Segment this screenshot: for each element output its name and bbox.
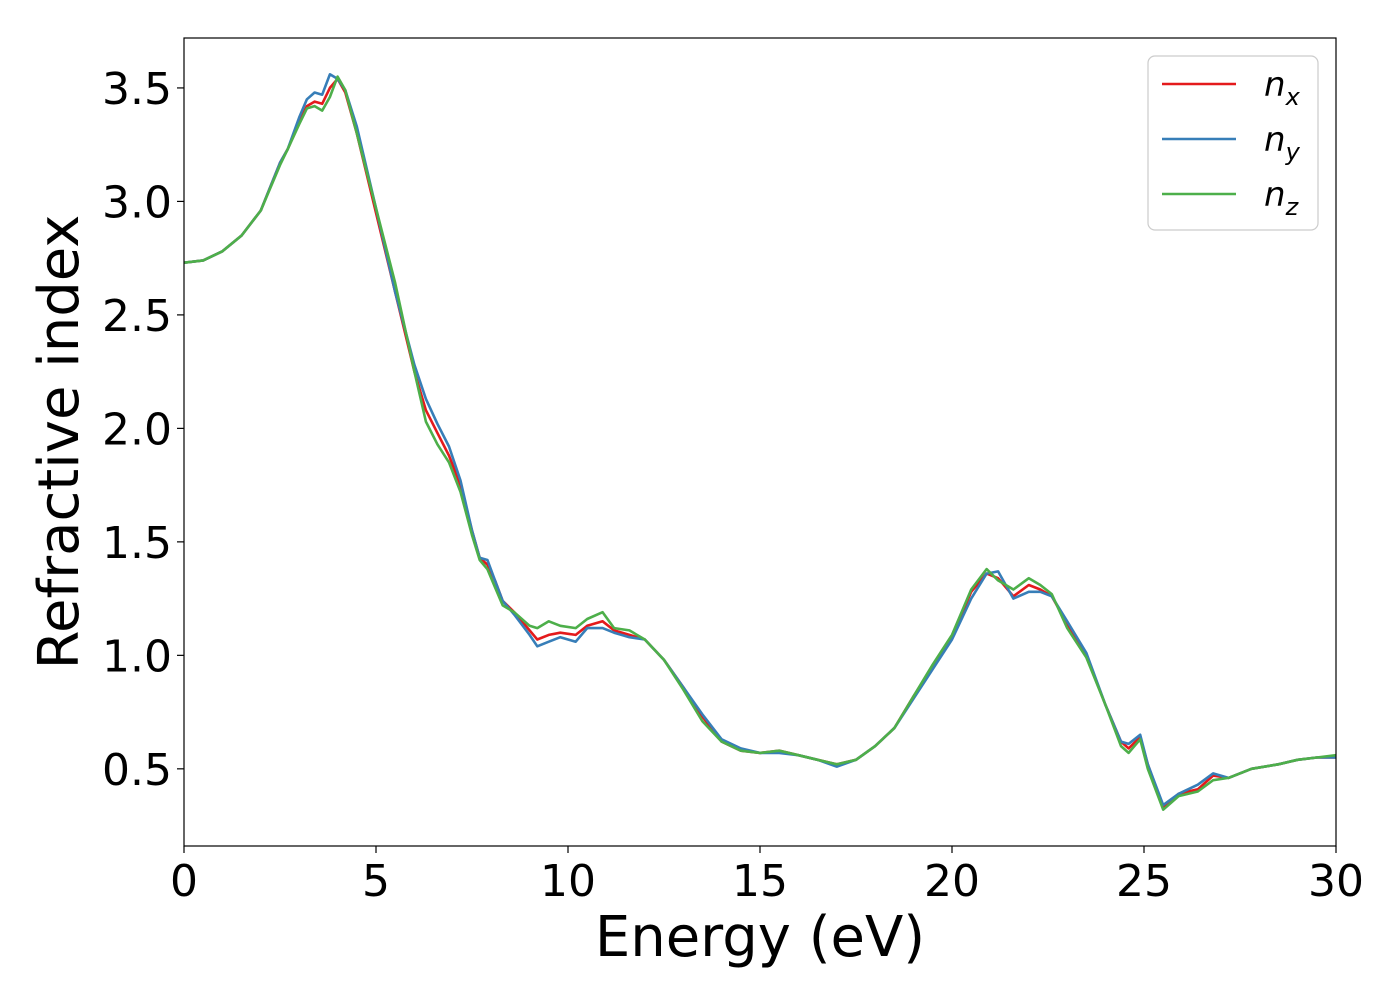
x-tick-label: 0 <box>170 856 198 907</box>
y-axis-ticks: 0.5 1.0 1.5 2.0 2.5 3.0 3.5 <box>102 64 184 796</box>
y-tick-label: 3.5 <box>102 64 172 115</box>
x-tick-label: 15 <box>732 856 788 907</box>
x-tick-label: 5 <box>362 856 390 907</box>
y-tick-label: 2.5 <box>102 291 172 342</box>
series-layer <box>184 73 1336 811</box>
legend-box <box>1147 55 1319 231</box>
y-tick-label: 0.5 <box>102 745 172 796</box>
x-tick-label: 20 <box>924 856 980 907</box>
x-axis-label: Energy (eV) <box>595 905 925 970</box>
x-axis-ticks: 0 5 10 15 20 25 30 <box>170 846 1364 907</box>
series-line-z <box>184 75 1336 811</box>
y-tick-label: 2.0 <box>102 404 172 455</box>
y-tick-label: 1.0 <box>102 631 172 682</box>
x-tick-label: 25 <box>1116 856 1172 907</box>
y-axis-label: Refractive index <box>27 215 92 670</box>
y-tick-label: 3.0 <box>102 177 172 228</box>
x-tick-label: 10 <box>540 856 596 907</box>
y-tick-label: 1.5 <box>102 518 172 569</box>
x-tick-label: 30 <box>1308 856 1364 907</box>
